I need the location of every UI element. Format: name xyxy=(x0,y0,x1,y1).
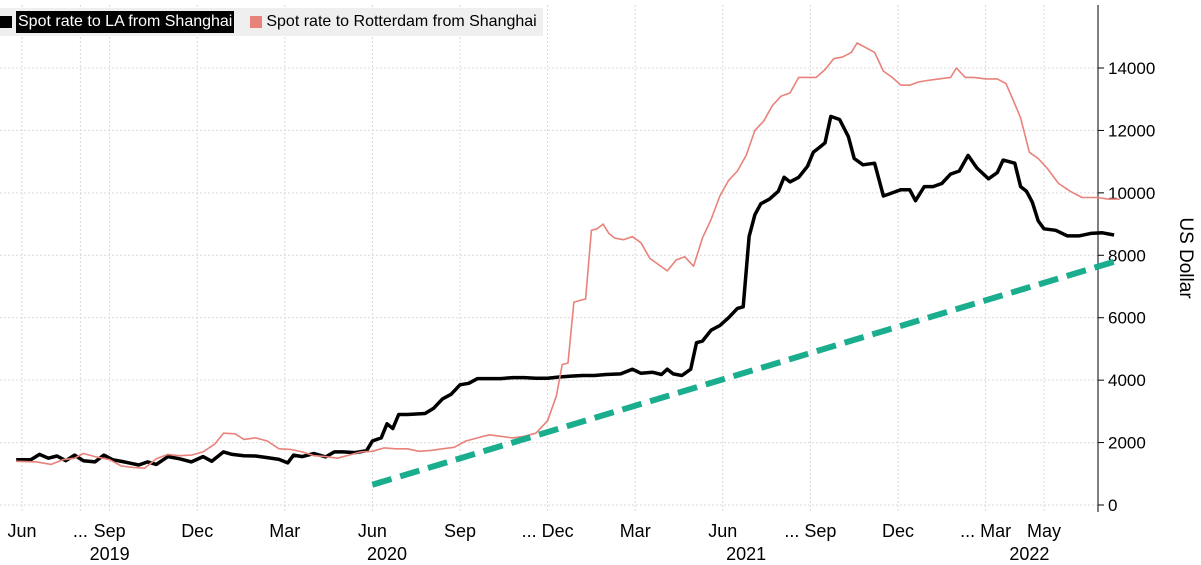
x-tick-label: Mar xyxy=(269,521,300,541)
series-line-2 xyxy=(371,257,1121,488)
y-tick-label: 14000 xyxy=(1108,59,1155,78)
y-tick-label: 10000 xyxy=(1108,184,1155,203)
x-tick-label: Jun xyxy=(358,521,387,541)
x-tick-label: Sep xyxy=(444,521,476,541)
x-year-label: 2021 xyxy=(726,544,766,564)
y-axis-label: US Dollar xyxy=(1175,217,1196,299)
x-tick-label: ... xyxy=(73,521,88,541)
legend: Spot rate to LA from Shanghai Spot rate … xyxy=(0,8,543,36)
x-tick-label: Jun xyxy=(708,521,737,541)
x-tick-label: Jun xyxy=(7,521,36,541)
legend-label-la: Spot rate to LA from Shanghai xyxy=(16,11,235,33)
series-line-0 xyxy=(16,114,1115,467)
x-tick-label: ... Sep xyxy=(784,521,836,541)
y-tick-label: 12000 xyxy=(1108,121,1155,140)
x-tick-label: Mar xyxy=(620,521,651,541)
legend-item-rotterdam: Spot rate to Rotterdam from Shanghai xyxy=(240,13,542,31)
y-tick-label: 2000 xyxy=(1108,434,1146,453)
series-line-1 xyxy=(16,42,1120,469)
x-year-label: 2020 xyxy=(367,544,407,564)
x-year-label: 2019 xyxy=(90,544,130,564)
legend-swatch-rotterdam xyxy=(250,16,263,28)
x-tick-label: May xyxy=(1027,521,1061,541)
x-tick-label: Dec xyxy=(882,521,914,541)
legend-item-la: Spot rate to LA from Shanghai xyxy=(0,11,240,33)
legend-label-rotterdam: Spot rate to Rotterdam from Shanghai xyxy=(266,13,537,30)
y-tick-label: 4000 xyxy=(1108,371,1146,390)
x-tick-label: Sep xyxy=(94,521,126,541)
x-tick-label: ... Dec xyxy=(522,521,574,541)
y-tick-label: 8000 xyxy=(1108,246,1146,265)
x-tick-label: Dec xyxy=(181,521,213,541)
x-tick-label: ... Mar xyxy=(960,521,1011,541)
y-tick-label: 6000 xyxy=(1108,309,1146,328)
y-tick-label: 0 xyxy=(1108,496,1117,515)
x-year-label: 2022 xyxy=(1009,544,1049,564)
legend-swatch-la xyxy=(0,16,12,28)
